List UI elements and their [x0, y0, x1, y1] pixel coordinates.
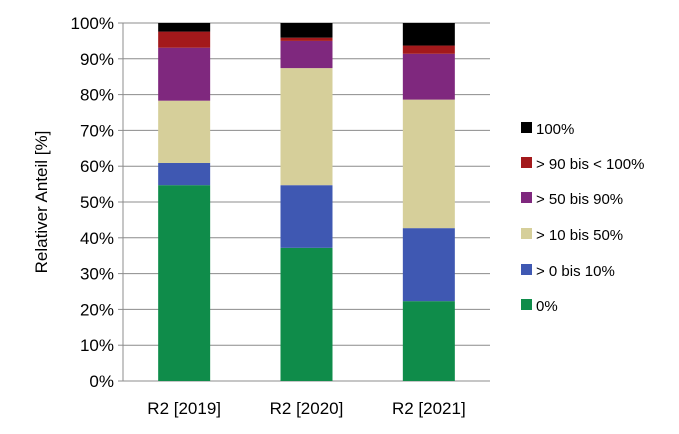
bar-segment: [158, 162, 211, 186]
y-tick-label: 70%: [80, 121, 114, 140]
x-tick-label: R2 [2020]: [270, 399, 344, 418]
bar-segment: [158, 47, 211, 101]
bar-segment: [402, 23, 455, 46]
legend-swatch: [521, 192, 532, 203]
bar-segment: [402, 53, 455, 100]
x-tick-label: R2 [2021]: [392, 399, 466, 418]
legend-label: > 10 bis 50%: [536, 227, 623, 244]
bar-segment: [402, 99, 455, 229]
bar-segment: [158, 23, 211, 32]
y-tick-label: 100%: [71, 14, 114, 33]
legend-swatch: [521, 264, 532, 275]
legend-swatch: [521, 299, 532, 310]
bar-segment: [158, 31, 211, 48]
bar-segment: [158, 100, 211, 163]
legend-label: 100%: [536, 121, 574, 138]
y-tick-label: 10%: [80, 336, 114, 355]
y-tick-label: 40%: [80, 229, 114, 248]
y-tick-label: 20%: [80, 300, 114, 319]
bar-segment: [402, 228, 455, 302]
y-tick-label: 30%: [80, 265, 114, 284]
bar-segment: [280, 247, 333, 381]
legend-label: > 90 bis < 100%: [536, 156, 644, 173]
bar-segment: [280, 68, 333, 186]
y-axis-label: Relativer Anteil [%]: [32, 131, 51, 274]
legend-label: 0%: [536, 298, 558, 315]
bar-segment: [280, 40, 333, 69]
y-tick-label: 90%: [80, 50, 114, 69]
legend-swatch: [521, 157, 532, 168]
legend-swatch: [521, 228, 532, 239]
bar-segment: [402, 45, 455, 54]
bar-segment: [280, 185, 333, 248]
y-tick-label: 0%: [89, 372, 114, 391]
legend-label: > 0 bis 10%: [536, 263, 615, 280]
bar-segment: [158, 185, 211, 381]
bar-segment: [280, 23, 333, 38]
x-tick-label: R2 [2019]: [147, 399, 221, 418]
y-tick-label: 50%: [80, 193, 114, 212]
legend-label: > 50 bis 90%: [536, 191, 623, 208]
y-tick-label: 80%: [80, 86, 114, 105]
bar-segment: [402, 301, 455, 381]
legend-swatch: [521, 122, 532, 133]
y-tick-label: 60%: [80, 157, 114, 176]
bar-segment: [280, 37, 333, 41]
